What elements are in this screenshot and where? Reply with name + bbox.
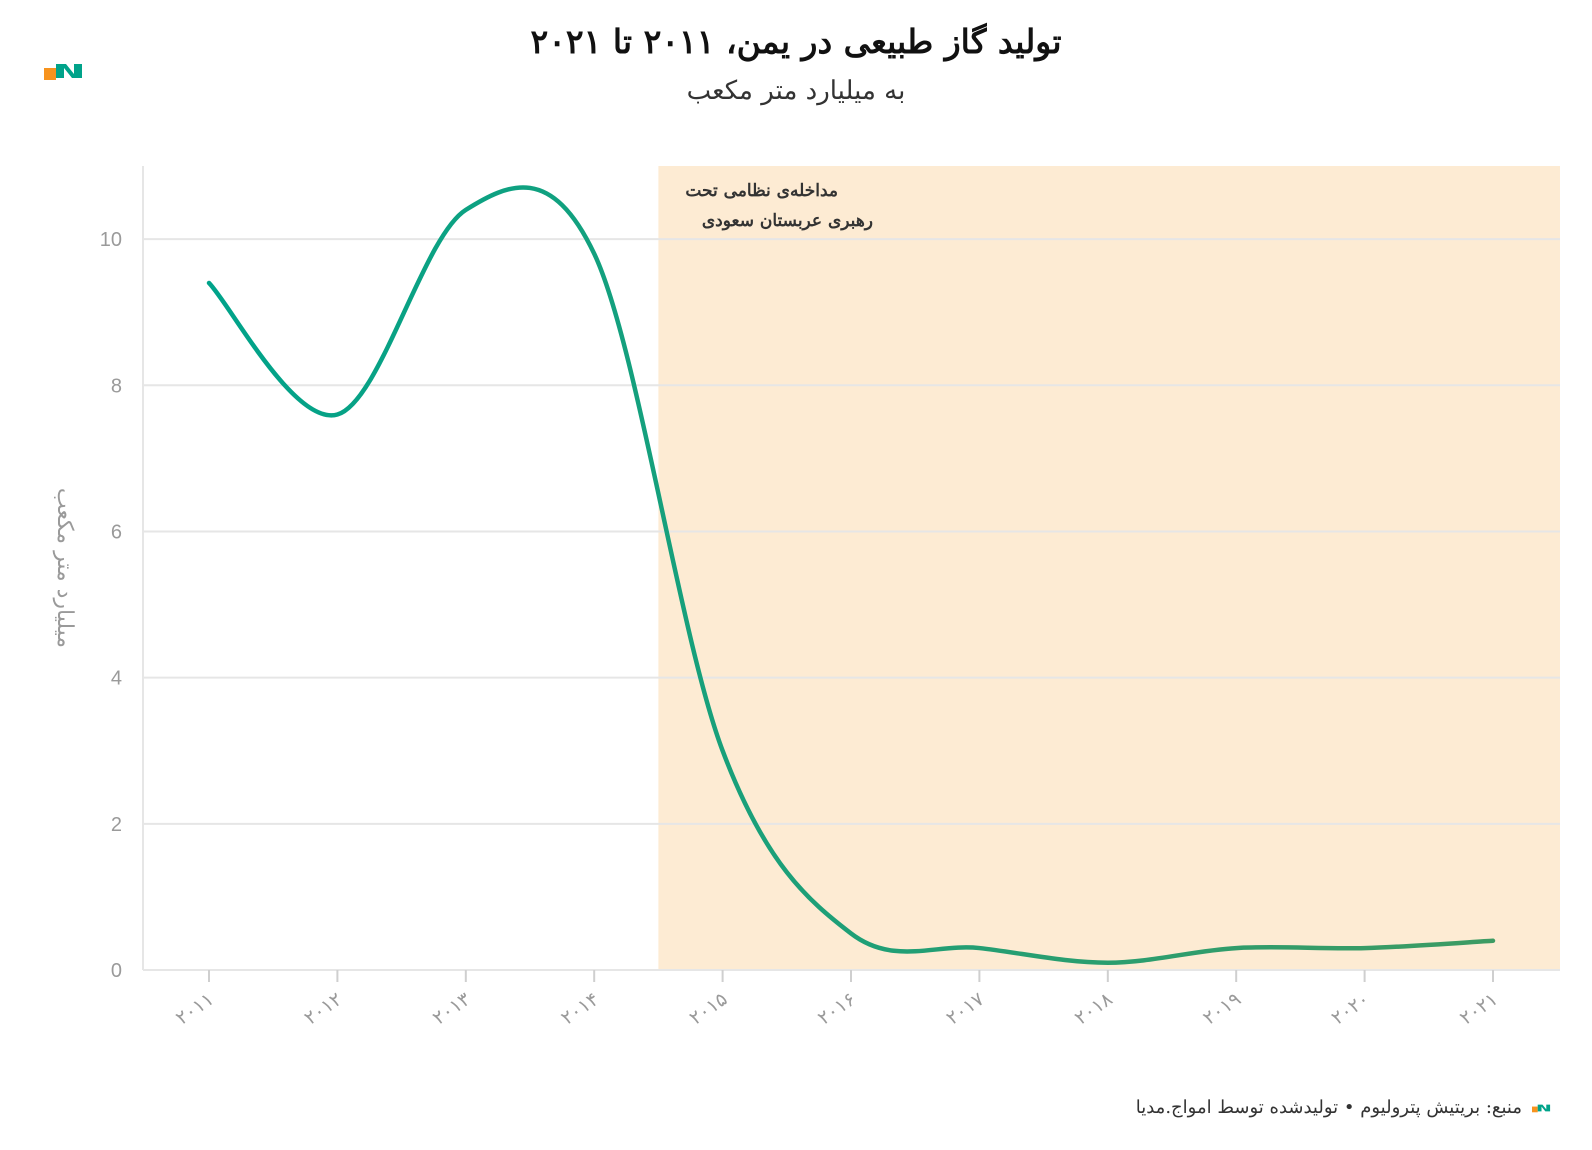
x-tick-label: ۲۰۱۲: [300, 988, 346, 1029]
data-point: [335, 412, 339, 416]
brand-logo-icon: [44, 64, 82, 80]
y-axis-label: میلیارد متر مکعب: [52, 488, 77, 648]
data-point: [1491, 939, 1495, 943]
data-point: [207, 281, 211, 285]
x-tick-label: ۲۰۱۹: [1199, 988, 1245, 1029]
series-line: [206, 185, 1496, 965]
x-tick-label: ۲۰۱۴: [557, 988, 603, 1029]
x-tick-label: ۲۰۲۰: [1327, 988, 1373, 1029]
highlight-label-line2: رهبری عربستان سعودی: [702, 211, 873, 231]
footer-logo-icon: [1532, 1104, 1551, 1112]
data-point: [720, 749, 724, 753]
footer: منبع: بریتیش پترولیوم • تولیدشده توسط ام…: [1136, 1097, 1552, 1118]
data-point: [464, 208, 468, 212]
y-tick-label: 2: [111, 814, 122, 836]
chart-title: تولید گاز طبیعی در یمن، ۲۰۱۱ تا ۲۰۲۱: [530, 22, 1062, 61]
x-tick-label: ۲۰۱۳: [429, 988, 475, 1029]
x-tick-label: ۲۰۲۱: [1456, 988, 1502, 1029]
x-tick-label: ۲۰۱۵: [685, 988, 731, 1029]
x-tick-label: ۲۰۱۸: [1071, 988, 1117, 1029]
highlight-band: [658, 166, 1560, 970]
y-tick-label: 6: [111, 521, 122, 543]
data-point: [977, 946, 981, 950]
y-tick-label: 4: [111, 668, 122, 690]
x-tick-label: ۲۰۱۶: [814, 988, 860, 1029]
highlight-label-line1: مداخله‌ی نظامی تحت: [685, 181, 838, 201]
y-tick-label: 10: [100, 229, 122, 251]
data-point: [1234, 946, 1238, 950]
y-tick-label: 8: [111, 375, 122, 397]
x-tick-label: ۲۰۱۱: [172, 988, 218, 1029]
source-note: منبع: بریتیش پترولیوم • تولیدشده توسط ام…: [1135, 1097, 1522, 1118]
chart-subtitle: به میلیارد متر مکعب: [686, 76, 906, 106]
data-point: [1362, 946, 1366, 950]
data-point: [592, 252, 596, 256]
data-point: [1106, 960, 1110, 964]
x-tick-label: ۲۰۱۷: [942, 988, 988, 1029]
data-point: [849, 931, 853, 935]
y-tick-label: 0: [111, 960, 122, 982]
